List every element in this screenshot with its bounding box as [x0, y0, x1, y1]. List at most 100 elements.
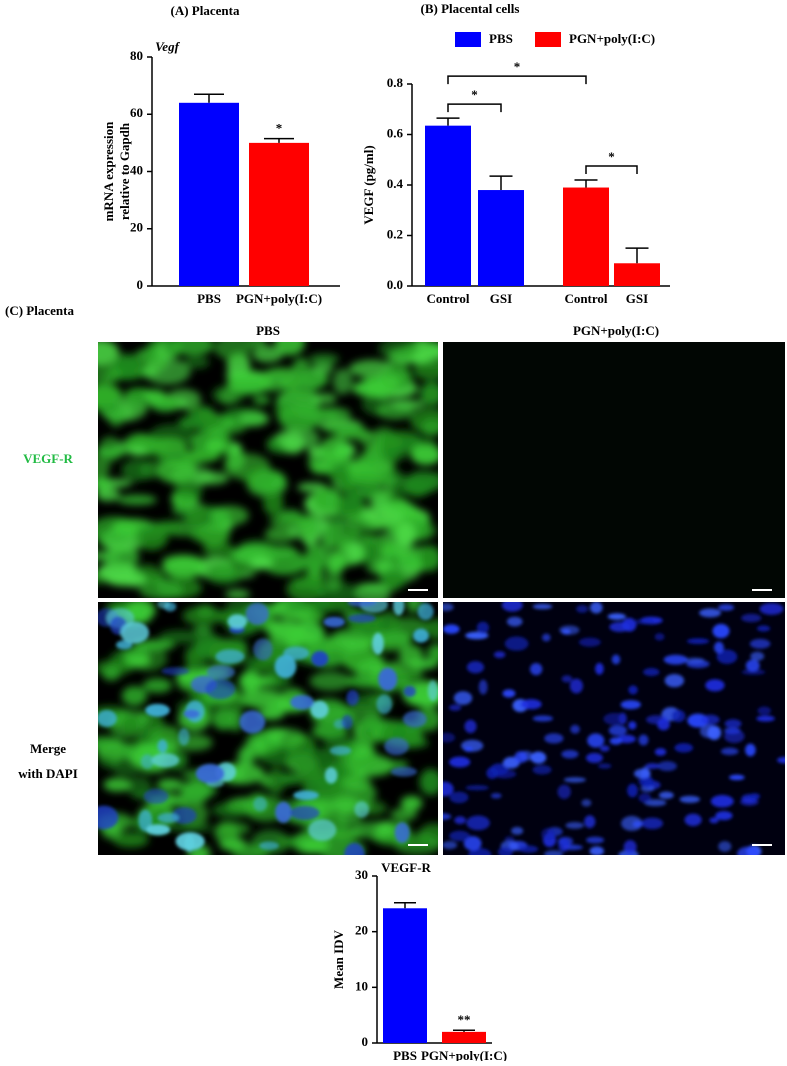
- texture-blob: [157, 739, 168, 753]
- texture-blob: [403, 477, 431, 498]
- texture-blob: [394, 822, 410, 844]
- texture-blob: [559, 625, 580, 635]
- texture-blob: [161, 667, 190, 676]
- texture-blob: [269, 514, 312, 528]
- texture-blob: [294, 748, 335, 775]
- y-tick-label: 20: [355, 923, 368, 938]
- texture-blob: [641, 817, 664, 830]
- texture: [443, 602, 785, 855]
- y-axis-label: relative to Gapdh: [117, 122, 132, 220]
- texture-blob: [756, 625, 771, 632]
- texture-blob: [98, 456, 111, 479]
- significance-label: *: [471, 87, 478, 102]
- annotation: **: [458, 1012, 471, 1027]
- texture-blob: [115, 640, 133, 650]
- texture-blob: [139, 580, 184, 598]
- texture-blob: [699, 608, 722, 618]
- texture-blob: [578, 637, 601, 647]
- texture-blob: [178, 415, 226, 430]
- texture-blob: [492, 769, 517, 779]
- texture-blob: [599, 745, 610, 752]
- texture-blob: [324, 767, 338, 784]
- texture-blob: [347, 602, 377, 607]
- texture-blob: [620, 700, 641, 710]
- texture-blob: [119, 714, 140, 732]
- texture-blob: [589, 602, 603, 614]
- texture-blob: [724, 719, 742, 729]
- significance-label: *: [608, 149, 615, 164]
- texture-blob: [448, 704, 462, 711]
- texture-blob: [384, 737, 409, 756]
- texture-blob: [243, 738, 267, 759]
- texture-blob: [195, 763, 225, 784]
- texture-blob: [162, 557, 207, 579]
- texture-blob: [372, 632, 384, 655]
- texture-blob: [218, 822, 251, 836]
- image-vegf-pgn: [443, 342, 785, 598]
- texture-blob: [398, 644, 424, 665]
- texture-blob: [464, 719, 477, 734]
- texture-blob: [621, 617, 637, 632]
- texture-blob: [640, 775, 654, 788]
- bar: [383, 908, 427, 1043]
- texture-blob: [419, 381, 438, 407]
- texture-blob: [259, 841, 279, 850]
- texture-blob: [98, 487, 120, 502]
- texture-blob: [198, 521, 230, 547]
- texture-blob: [361, 712, 381, 732]
- texture-blob: [266, 767, 286, 795]
- bar: [249, 142, 309, 286]
- texture-blob: [597, 763, 612, 769]
- y-tick-label: 20: [130, 220, 143, 235]
- texture-blob: [347, 458, 395, 480]
- panel-title: (C) Placenta: [5, 303, 74, 318]
- texture-blob: [145, 703, 170, 717]
- texture-blob: [757, 706, 772, 715]
- y-tick-label: 30: [355, 867, 368, 882]
- texture-blob: [421, 418, 438, 437]
- texture-blob: [674, 743, 694, 753]
- texture-blob: [181, 449, 221, 463]
- texture-blob: [143, 358, 191, 385]
- y-tick-label: 80: [130, 48, 143, 63]
- texture-blob: [750, 651, 765, 661]
- texture-blob: [121, 459, 152, 482]
- texture-blob: [300, 840, 328, 852]
- texture-blob: [182, 606, 223, 626]
- texture-blob: [709, 817, 719, 824]
- texture-blob: [699, 724, 718, 739]
- texture-blob: [226, 638, 248, 653]
- texture-blob: [645, 715, 668, 725]
- texture-blob: [158, 630, 203, 644]
- texture-blob: [375, 374, 401, 389]
- texture-blob: [395, 522, 416, 548]
- texture-blob: [671, 709, 686, 723]
- x-tick-label: GSI: [490, 291, 512, 306]
- chart-subtitle: Vegf: [155, 39, 181, 54]
- texture-blob: [293, 790, 319, 801]
- texture: [98, 602, 438, 855]
- texture-blob: [138, 809, 153, 832]
- error-bar: [436, 117, 460, 126]
- texture-blob: [249, 556, 273, 570]
- texture-blob: [542, 633, 551, 642]
- texture-blob: [532, 603, 553, 610]
- texture-blob: [393, 602, 405, 616]
- texture-blob: [312, 392, 337, 405]
- x-tick-label: PBS: [393, 1048, 417, 1061]
- chart-title: (B) Placental cells: [421, 1, 520, 16]
- texture-blob: [346, 541, 365, 564]
- texture-blob: [658, 791, 674, 800]
- texture-blob: [213, 342, 253, 361]
- texture-blob: [173, 480, 203, 502]
- texture-blob: [501, 602, 523, 612]
- texture-blob: [145, 824, 171, 836]
- texture-blob: [684, 813, 702, 827]
- texture-blob: [716, 649, 738, 664]
- texture-blob: [519, 845, 539, 853]
- texture-blob: [628, 685, 638, 695]
- micrographs: [98, 342, 785, 855]
- texture-blob: [227, 614, 248, 629]
- column-label: PGN+poly(I:C): [573, 323, 659, 338]
- texture-blob: [143, 389, 167, 403]
